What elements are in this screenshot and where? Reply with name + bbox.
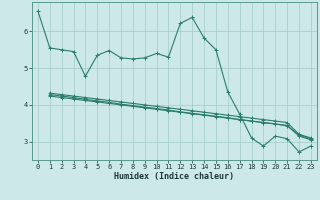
X-axis label: Humidex (Indice chaleur): Humidex (Indice chaleur) — [115, 172, 234, 181]
